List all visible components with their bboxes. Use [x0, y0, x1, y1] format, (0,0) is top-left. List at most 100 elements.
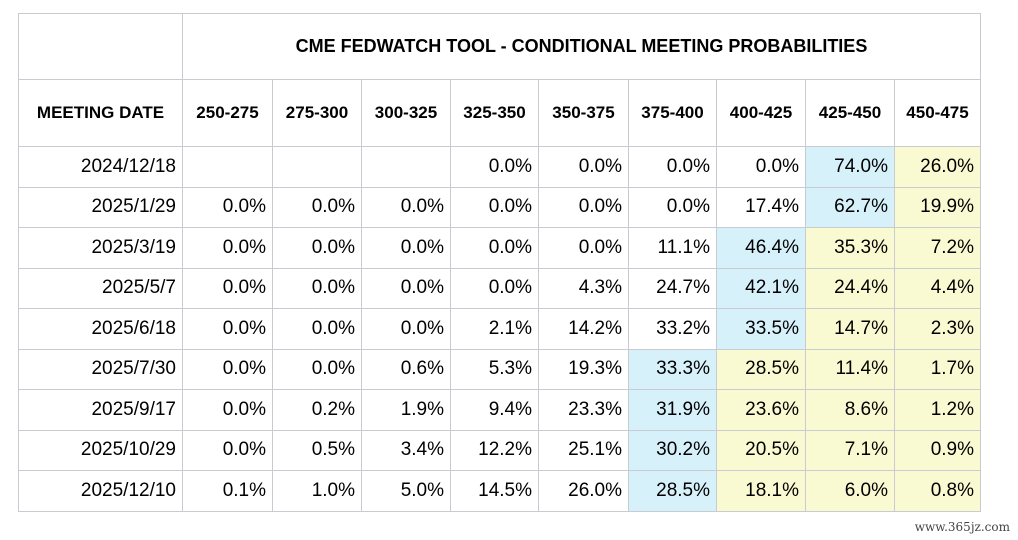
probability-cell: 0.0% [182, 389, 273, 431]
probability-cell: 0.0% [538, 186, 629, 228]
probability-cell: 33.3% [628, 348, 717, 390]
meeting-date-cell: 2025/1/29 [18, 186, 183, 228]
probability-cell: 3.4% [361, 429, 451, 471]
meeting-date-cell: 2024/12/18 [18, 146, 183, 188]
table-row: 2025/9/17 0.0% 0.2% 1.9% 9.4% 23.3% 31.9% 23.6%… [18, 389, 981, 431]
probability-cell: 0.0% [450, 186, 539, 228]
probability-cell: 11.1% [628, 227, 717, 269]
watermark: www.365jz.com [914, 520, 1010, 534]
probability-cell: 0.0% [450, 227, 539, 269]
probability-cell: 0.0% [182, 227, 273, 269]
probability-cell: 0.0% [182, 348, 273, 390]
column-header: 250-275 [182, 79, 273, 147]
probability-cell: 24.7% [628, 267, 717, 309]
probability-cell: 14.7% [805, 308, 895, 350]
table-row: 2024/12/18 0.0% 0.0% 0.0% 0.0% 74.0% 26.0% [18, 146, 981, 188]
fedwatch-probability-table: CME FEDWATCH TOOL - CONDITIONAL MEETING … [18, 13, 981, 512]
probability-cell: 0.0% [182, 267, 273, 309]
probability-cell: 5.0% [361, 470, 451, 512]
table-body: 2024/12/18 0.0% 0.0% 0.0% 0.0% 74.0% 26.0% 2025… [18, 146, 981, 512]
column-header: 325-350 [450, 79, 539, 147]
probability-cell: 0.0% [272, 227, 362, 269]
probability-cell: 62.7% [805, 186, 895, 228]
probability-cell [361, 146, 451, 188]
probability-cell: 0.0% [716, 146, 806, 188]
meeting-date-cell: 2025/6/18 [18, 308, 183, 350]
probability-cell: 1.0% [272, 470, 362, 512]
table-row: 2025/3/19 0.0% 0.0% 0.0% 0.0% 0.0% 11.1% 46.4% 3… [18, 227, 981, 269]
probability-cell: 6.0% [805, 470, 895, 512]
table-row: 2025/6/18 0.0% 0.0% 0.0% 2.1% 14.2% 33.2% 33.5%… [18, 308, 981, 350]
title-row: CME FEDWATCH TOOL - CONDITIONAL MEETING … [18, 13, 981, 80]
meeting-date-cell: 2025/5/7 [18, 267, 183, 309]
meeting-date-header: MEETING DATE [18, 79, 183, 147]
probability-cell: 9.4% [450, 389, 539, 431]
corner-cell [18, 13, 183, 80]
probability-cell: 28.5% [716, 348, 806, 390]
probability-cell: 0.0% [361, 186, 451, 228]
meeting-date-cell: 2025/9/17 [18, 389, 183, 431]
probability-cell: 0.0% [361, 267, 451, 309]
probability-cell: 2.1% [450, 308, 539, 350]
probability-cell: 31.9% [628, 389, 717, 431]
probability-cell: 23.6% [716, 389, 806, 431]
meeting-date-cell: 2025/3/19 [18, 227, 183, 269]
probability-cell: 28.5% [628, 470, 717, 512]
table-title: CME FEDWATCH TOOL - CONDITIONAL MEETING … [182, 13, 981, 80]
probability-cell: 1.7% [894, 348, 981, 390]
probability-cell: 26.0% [538, 470, 629, 512]
probability-cell: 25.1% [538, 429, 629, 471]
table-row: 2025/1/29 0.0% 0.0% 0.0% 0.0% 0.0% 0.0% 17.4% 62… [18, 186, 981, 228]
probability-cell: 0.2% [272, 389, 362, 431]
probability-cell: 24.4% [805, 267, 895, 309]
probability-cell: 11.4% [805, 348, 895, 390]
probability-cell: 42.1% [716, 267, 806, 309]
probability-cell: 0.0% [182, 186, 273, 228]
probability-cell: 20.5% [716, 429, 806, 471]
probability-cell: 19.9% [894, 186, 981, 228]
column-header: 425-450 [805, 79, 895, 147]
probability-cell: 33.2% [628, 308, 717, 350]
probability-cell: 18.1% [716, 470, 806, 512]
probability-cell: 0.0% [361, 227, 451, 269]
probability-cell: 0.0% [361, 308, 451, 350]
table-row: 2025/7/30 0.0% 0.0% 0.6% 5.3% 19.3% 33.3% 28.5%… [18, 348, 981, 390]
probability-cell: 19.3% [538, 348, 629, 390]
probability-cell: 0.5% [272, 429, 362, 471]
column-header: 400-425 [716, 79, 806, 147]
probability-cell: 33.5% [716, 308, 806, 350]
probability-cell: 0.0% [272, 186, 362, 228]
probability-cell: 0.0% [272, 348, 362, 390]
probability-cell: 7.2% [894, 227, 981, 269]
probability-cell: 0.8% [894, 470, 981, 512]
probability-cell: 26.0% [894, 146, 981, 188]
probability-cell: 12.2% [450, 429, 539, 471]
meeting-date-cell: 2025/12/10 [18, 470, 183, 512]
column-header: 350-375 [538, 79, 629, 147]
probability-cell: 0.0% [538, 146, 629, 188]
probability-cell: 23.3% [538, 389, 629, 431]
probability-cell: 14.5% [450, 470, 539, 512]
probability-cell: 0.6% [361, 348, 451, 390]
probability-cell: 0.0% [450, 146, 539, 188]
probability-cell: 0.0% [182, 308, 273, 350]
probability-cell: 74.0% [805, 146, 895, 188]
column-header: 450-475 [894, 79, 981, 147]
column-header-row: MEETING DATE 250-275 275-300 300-325 325-35… [18, 79, 981, 147]
table-row: 2025/12/10 0.1% 1.0% 5.0% 14.5% 26.0% 28.5% 18.… [18, 470, 981, 512]
column-header: 375-400 [628, 79, 717, 147]
probability-cell: 4.4% [894, 267, 981, 309]
meeting-date-cell: 2025/10/29 [18, 429, 183, 471]
probability-cell: 0.0% [628, 146, 717, 188]
probability-cell: 5.3% [450, 348, 539, 390]
probability-cell: 7.1% [805, 429, 895, 471]
table-row: 2025/10/29 0.0% 0.5% 3.4% 12.2% 25.1% 30.2% 20.… [18, 429, 981, 471]
probability-cell: 14.2% [538, 308, 629, 350]
probability-cell: 0.9% [894, 429, 981, 471]
probability-cell: 0.0% [628, 186, 717, 228]
probability-cell: 46.4% [716, 227, 806, 269]
probability-cell [182, 146, 273, 188]
probability-cell: 4.3% [538, 267, 629, 309]
probability-cell: 17.4% [716, 186, 806, 228]
probability-cell: 0.0% [538, 227, 629, 269]
